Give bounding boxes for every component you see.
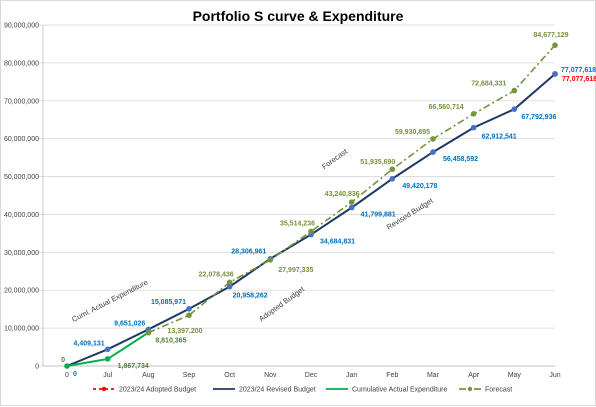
marker-2 [64, 363, 70, 369]
x-tick-label: Nov [264, 372, 277, 379]
marker-1 [552, 71, 558, 77]
marker-1 [470, 124, 477, 131]
marker-1 [348, 204, 355, 211]
y-tick-label: 20,000,000 [4, 288, 39, 295]
x-tick-label: Mar [427, 372, 440, 379]
marker-3 [470, 111, 477, 117]
data-label-2: 0 [61, 357, 65, 364]
marker-3 [186, 312, 192, 319]
chart-title: Portfolio S curve & Expenditure [193, 8, 404, 24]
y-tick-label: 80,000,000 [4, 60, 39, 67]
x-tick-label: Oct [224, 372, 235, 379]
y-tick-label: 60,000,000 [4, 136, 39, 143]
x-tick-label: Jun [549, 372, 560, 379]
y-tick-label: 0 [35, 364, 39, 371]
x-tick-label: Apr [468, 372, 480, 379]
marker-3 [145, 329, 152, 336]
marker-3 [552, 42, 558, 48]
data-label-1: 56,458,592 [443, 156, 478, 163]
marker-2 [104, 356, 111, 362]
data-label-3: 22,078,436 [199, 271, 234, 278]
marker-1 [226, 283, 233, 290]
marker-3 [348, 199, 355, 205]
data-label-3: 84,677,129 [533, 32, 568, 39]
data-label-1: 9,651,026 [114, 320, 145, 327]
x-tick-label: Jan [346, 372, 357, 379]
data-label-1: 77,077,618 [561, 67, 596, 74]
data-label-3: 35,514,236 [280, 220, 315, 227]
legend-label-3: Forecast [485, 387, 512, 394]
marker-1 [186, 306, 192, 312]
data-label-3: 72,684,331 [471, 81, 506, 88]
legend-marker-3 [467, 386, 473, 392]
marker-3 [511, 87, 518, 94]
x-tick-label: Aug [142, 372, 155, 379]
annotation-cuml-actual: Cuml. Actual Expenditure [70, 278, 149, 324]
series-line-3 [148, 44, 556, 334]
data-label-0: 77,077,618 [562, 76, 596, 83]
data-label-1: 67,792,936 [521, 114, 556, 121]
gridlines [37, 24, 555, 367]
legend-label-2: Cumulative Actual Expenditure [352, 387, 447, 394]
legend-label-0: 2023/24 Adopted Budget [119, 387, 196, 394]
data-label-1: 28,306,961 [231, 249, 266, 256]
marker-3 [226, 279, 233, 286]
data-label-3: 66,560,714 [429, 104, 464, 111]
series-markers [64, 42, 558, 369]
marker-1 [389, 175, 396, 182]
marker-1 [430, 149, 436, 155]
data-label-1: 15,085,971 [151, 299, 186, 306]
x-tick-label: 0 [65, 372, 69, 379]
x-tick-label: Sep [183, 372, 196, 379]
data-label-2: 8,810,365 [155, 338, 186, 345]
marker-3 [308, 228, 314, 235]
x-tick-label: Feb [386, 372, 398, 379]
data-label-1: 20,958,262 [233, 293, 268, 300]
x-tick-label: Dec [305, 372, 318, 379]
marker-3 [389, 166, 396, 173]
data-label-2: 1,867,734 [118, 363, 149, 370]
data-label-1: 62,912,541 [482, 134, 517, 141]
data-label-1: 0 [73, 371, 77, 378]
data-label-1: 4,409,131 [74, 340, 105, 347]
series-lines [66, 44, 556, 367]
data-labels: 77,077,618 0 4,409,131 9,651,026 15,085,971 2… [61, 32, 596, 378]
data-label-3: 59,930,895 [395, 129, 430, 136]
annotation-forecast: Forecast [320, 146, 350, 171]
x-axis-ticks: 0 Jul Aug Sep Oct Nov Dec Jan Feb Mar Apr May Jun [65, 372, 561, 379]
legend: 2023/24 Adopted Budget 2023/24 Revised Bu… [93, 387, 512, 394]
data-label-1: 34,684,831 [320, 239, 355, 246]
marker-3 [430, 136, 436, 142]
data-label-3: 27,997,335 [278, 267, 313, 274]
data-label-3: 51,935,690 [360, 159, 395, 166]
marker-3 [267, 257, 274, 263]
data-label-1: 49,420,178 [402, 183, 437, 190]
data-label-3: 13,397,200 [167, 328, 202, 335]
y-tick-label: 70,000,000 [4, 98, 39, 105]
y-tick-label: 50,000,000 [4, 174, 39, 181]
y-tick-label: 30,000,000 [4, 250, 39, 257]
x-tick-label: May [508, 372, 522, 379]
y-tick-label: 90,000,000 [4, 23, 39, 30]
data-label-1: 41,799,881 [361, 212, 396, 219]
y-axis-ticks: 0 10,000,000 20,000,000 30,000,000 40,000,00… [4, 23, 39, 371]
y-tick-label: 40,000,000 [4, 212, 39, 219]
y-tick-label: 10,000,000 [4, 326, 39, 333]
data-label-3: 43,240,836 [325, 191, 360, 198]
marker-1 [104, 346, 111, 353]
legend-label-1: 2023/24 Revised Budget [239, 387, 316, 394]
legend-marker-0 [101, 386, 107, 392]
marker-1 [511, 106, 518, 112]
x-tick-label: Jul [103, 372, 112, 379]
